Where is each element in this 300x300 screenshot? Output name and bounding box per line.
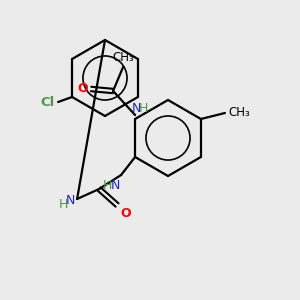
Text: CH₃: CH₃	[228, 106, 250, 118]
Text: O: O	[77, 82, 88, 95]
Text: N: N	[66, 194, 75, 206]
Text: O: O	[120, 207, 131, 220]
Text: N: N	[131, 102, 141, 115]
Text: H: H	[59, 199, 68, 212]
Text: H: H	[138, 102, 148, 115]
Text: N: N	[111, 179, 120, 192]
Text: H: H	[103, 179, 112, 192]
Text: Cl: Cl	[41, 97, 55, 110]
Text: CH₃: CH₃	[112, 51, 134, 64]
